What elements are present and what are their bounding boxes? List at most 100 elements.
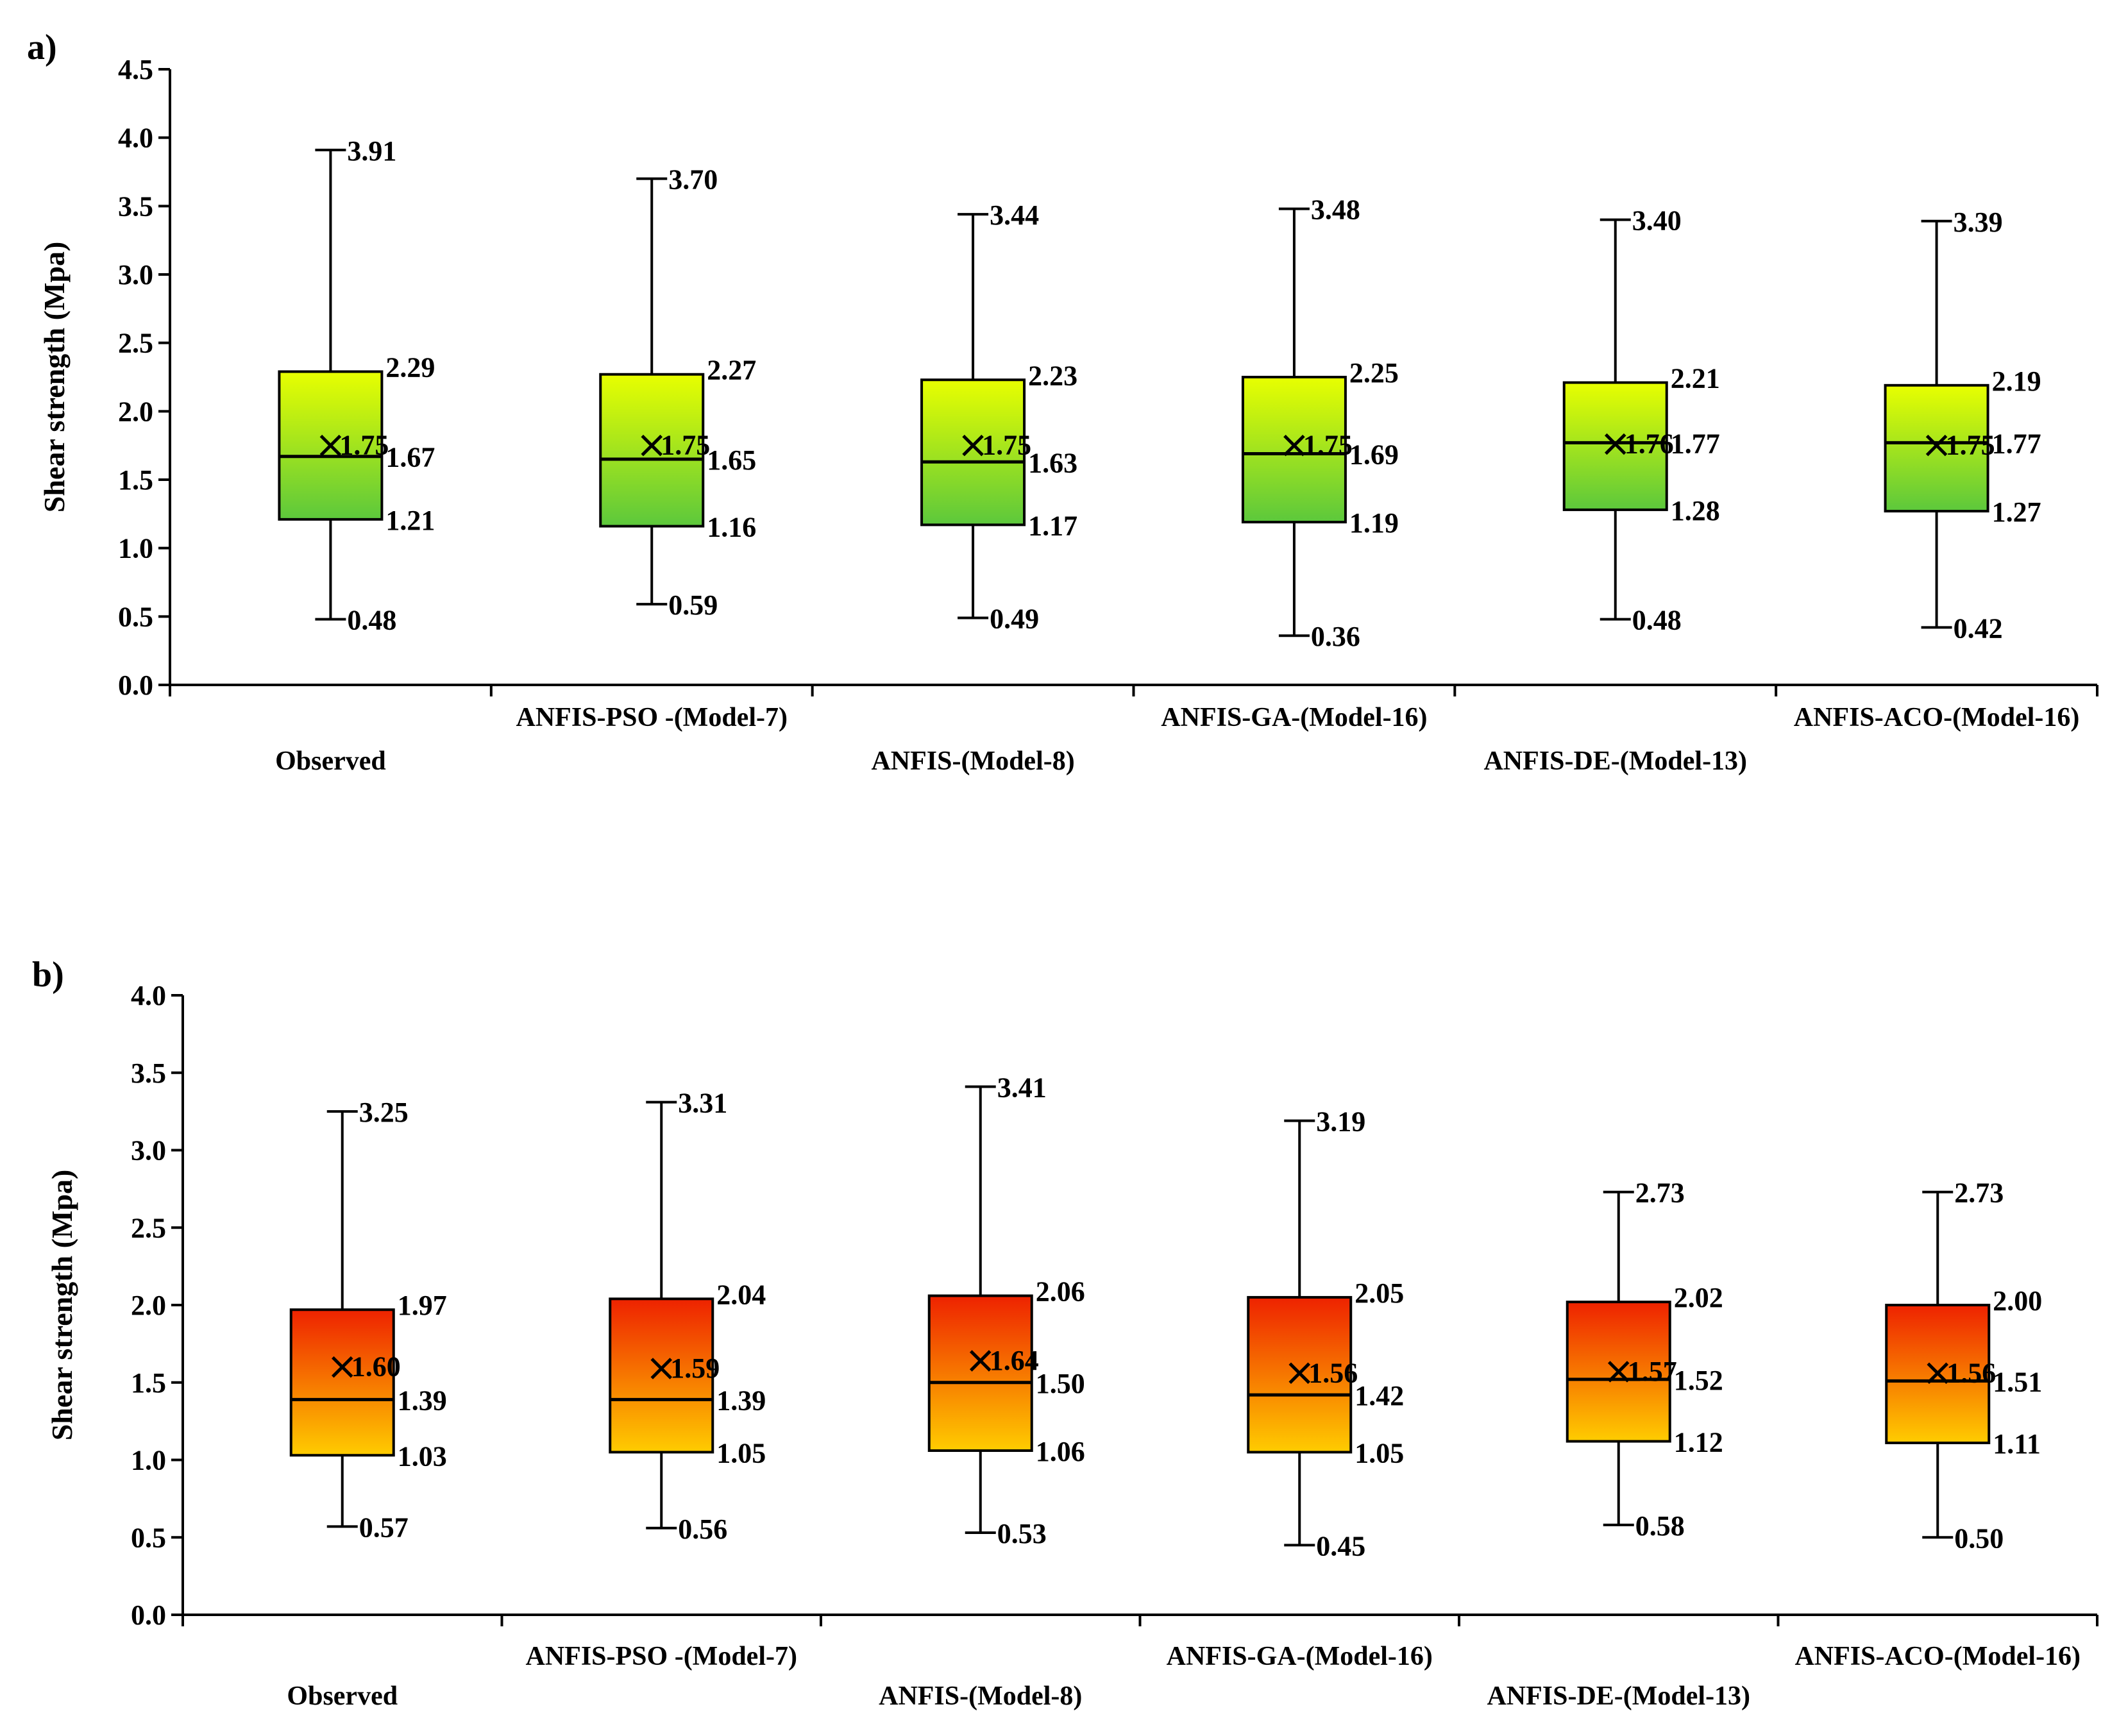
box-plot-2: 3.70 2.27 1.65 1.16 0.59 1.75	[599, 164, 756, 621]
y-tick-label: 1.5	[118, 464, 153, 496]
box-plot-1: 3.91 2.29 1.67 1.21 0.48 1.75	[278, 135, 435, 636]
y-tick-label: 3.0	[118, 259, 153, 291]
q1-value-label: 1.06	[1036, 1436, 1085, 1467]
q1-value-label: 1.05	[716, 1437, 766, 1469]
panel-b: b) 0.0 0.5 1.0 1.5 2.0 2.5 3.0 3.5 4.0 Shear stren…	[32, 955, 2098, 1711]
q1-value-label: 1.05	[1355, 1437, 1404, 1469]
mean-value-label: 1.59	[670, 1353, 720, 1384]
q1-value-label: 1.11	[1993, 1428, 2041, 1460]
q3-value-label: 2.21	[1671, 363, 1720, 394]
min-value-label: 0.45	[1316, 1530, 1365, 1562]
min-value-label: 0.50	[1954, 1522, 2004, 1554]
median-value-label: 1.50	[1036, 1368, 1085, 1399]
q3-value-label: 2.00	[1993, 1285, 2042, 1317]
q1-value-label: 1.12	[1674, 1427, 1723, 1458]
y-tick-label: 1.0	[131, 1445, 166, 1476]
box-plot-1: 3.25 1.97 1.39 1.03 0.57 1.60	[289, 1097, 447, 1543]
max-value-label: 3.44	[990, 199, 1039, 231]
max-value-label: 3.48	[1311, 194, 1360, 226]
median-value-label: 1.77	[1992, 428, 2041, 459]
x-category-label: ANFIS-PSO -(Model-7)	[526, 1642, 797, 1671]
min-value-label: 0.56	[678, 1513, 727, 1545]
q3-value-label: 2.05	[1355, 1277, 1404, 1309]
box-plot-2: 3.31 2.04 1.39 1.05 0.56 1.59	[609, 1088, 766, 1545]
box-plot-3: 3.44 2.23 1.63 1.17 0.49 1.75	[920, 199, 1077, 634]
mean-value-label: 1.64	[990, 1345, 1039, 1376]
median-value-label: 1.77	[1671, 428, 1720, 459]
x-category-label: ANFIS-(Model-8)	[879, 1681, 1082, 1711]
max-value-label: 3.39	[1954, 206, 2003, 238]
min-value-label: 0.58	[1635, 1510, 1685, 1542]
iqr-box	[1241, 376, 1347, 524]
max-value-label: 3.91	[347, 135, 396, 167]
mean-marker	[1604, 433, 1626, 455]
q1-value-label: 1.19	[1349, 507, 1399, 539]
y-tick-label: 3.5	[131, 1058, 166, 1089]
max-value-label: 2.73	[1954, 1177, 2004, 1209]
iqr-box	[599, 373, 705, 528]
max-value-label: 3.31	[678, 1088, 727, 1119]
q1-value-label: 1.17	[1028, 510, 1077, 541]
min-value-label: 0.36	[1311, 621, 1360, 652]
q3-value-label: 2.29	[385, 351, 435, 383]
y-tick-label: 4.0	[131, 980, 166, 1011]
box-plot-4: 3.48 2.25 1.69 1.19 0.36 1.75	[1241, 194, 1399, 652]
q3-value-label: 2.27	[707, 355, 756, 386]
y-tick-label: 4.5	[118, 54, 153, 85]
median-value-label: 1.39	[716, 1385, 766, 1416]
iqr-box	[920, 378, 1026, 527]
q3-value-label: 1.97	[398, 1290, 447, 1321]
y-tick-label: 4.0	[118, 122, 153, 154]
box-plot-5: 2.73 2.02 1.52 1.12 0.58 1.57	[1566, 1177, 1723, 1542]
q1-value-label: 1.03	[398, 1440, 447, 1472]
x-category-label: ANFIS-GA-(Model-16)	[1161, 703, 1427, 732]
mean-marker	[331, 1356, 353, 1378]
q3-value-label: 2.23	[1028, 360, 1077, 391]
q3-value-label: 2.02	[1674, 1282, 1723, 1313]
max-value-label: 3.41	[997, 1072, 1047, 1103]
q1-value-label: 1.16	[707, 512, 756, 543]
y-tick-label: 1.0	[118, 533, 153, 564]
mean-value-label: 1.76	[1625, 428, 1674, 460]
max-value-label: 3.70	[668, 164, 718, 196]
mean-value-label: 1.60	[351, 1351, 401, 1383]
median-value-label: 1.65	[707, 444, 756, 476]
mean-value-label: 1.75	[339, 430, 389, 461]
y-tick-label: 2.5	[131, 1212, 166, 1243]
min-value-label: 0.48	[347, 605, 396, 636]
mean-value-label: 1.75	[1303, 430, 1353, 461]
iqr-box	[289, 1308, 395, 1457]
x-category-label: ANFIS-(Model-8)	[871, 746, 1074, 776]
x-category-label: Observed	[275, 746, 386, 776]
mean-value-label: 1.56	[1946, 1357, 1996, 1388]
y-tick-label: 0.0	[118, 670, 153, 701]
y-axis-label: Shear strength (Mpa)	[46, 1170, 78, 1441]
mean-marker	[1925, 434, 1948, 457]
x-category-label: ANFIS-DE-(Model-13)	[1487, 1681, 1750, 1711]
median-value-label: 1.42	[1355, 1380, 1404, 1412]
mean-marker	[650, 1358, 673, 1379]
box-plot-3: 3.41 2.06 1.50 1.06 0.53 1.64	[927, 1072, 1085, 1549]
min-value-label: 0.49	[990, 603, 1039, 634]
box-plot-6: 2.73 2.00 1.51 1.11 0.50 1.56	[1885, 1177, 2042, 1554]
x-category-label: ANFIS-GA-(Model-16)	[1167, 1642, 1433, 1671]
q3-value-label: 2.19	[1992, 366, 2041, 397]
mean-marker	[1927, 1362, 1949, 1385]
mean-marker	[962, 434, 984, 457]
box-plot-6: 3.39 2.19 1.77 1.27 0.42 1.75	[1884, 206, 2041, 644]
q3-value-label: 2.04	[716, 1279, 766, 1310]
min-value-label: 0.57	[359, 1512, 409, 1543]
mean-marker	[641, 434, 663, 457]
median-value-label: 1.51	[1993, 1366, 2042, 1397]
mean-value-label: 1.75	[982, 430, 1031, 461]
min-value-label: 0.42	[1954, 612, 2003, 644]
x-category-label: Observed	[287, 1681, 398, 1711]
median-value-label: 1.52	[1674, 1365, 1723, 1396]
median-value-label: 1.69	[1349, 439, 1399, 470]
panel-label: b)	[32, 955, 64, 995]
max-value-label: 3.25	[359, 1097, 409, 1128]
max-value-label: 3.40	[1632, 205, 1682, 237]
mean-marker	[969, 1350, 992, 1372]
x-category-label: ANFIS-DE-(Model-13)	[1483, 746, 1747, 776]
